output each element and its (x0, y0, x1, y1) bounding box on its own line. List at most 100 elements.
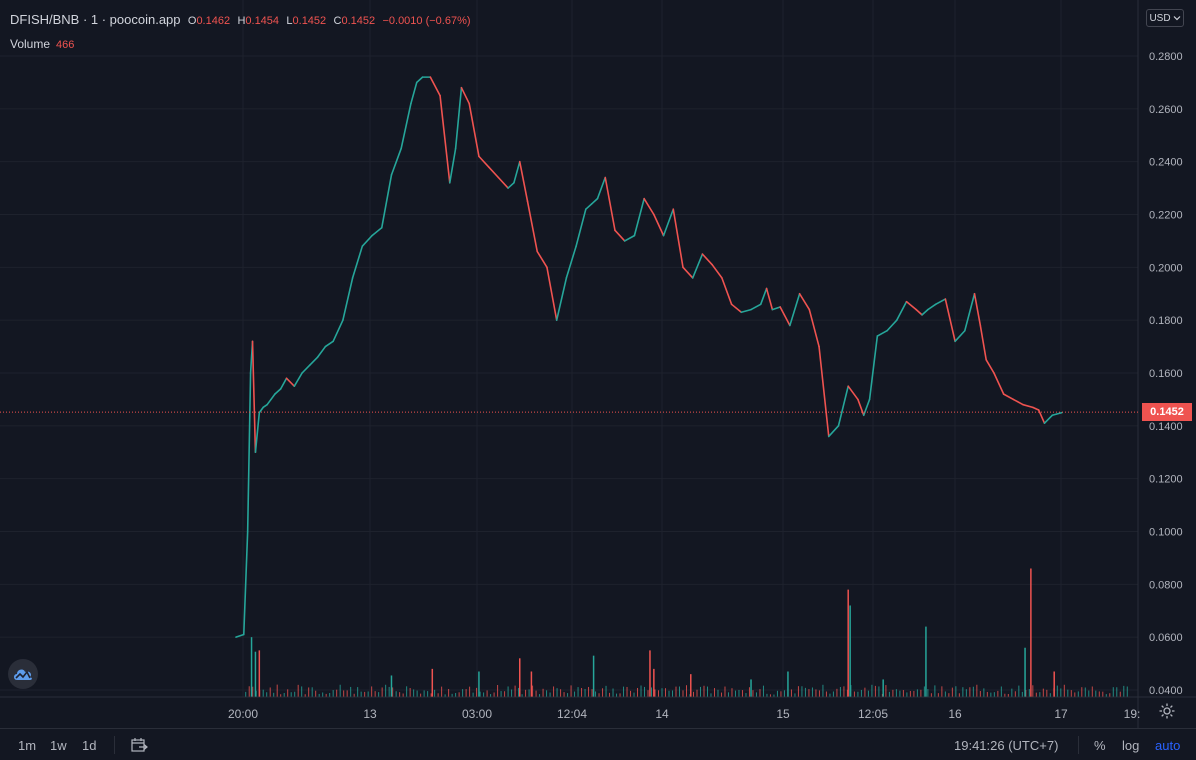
price-segment (351, 245, 364, 279)
price-segment (964, 292, 976, 332)
price-segment (691, 253, 704, 279)
toolbar-divider (114, 736, 115, 754)
x-tick-label: 14 (655, 707, 669, 721)
chart-legend: DFISH/BNB · 1 · poocoin.app O0.1462 H0.1… (10, 12, 471, 27)
price-segment (518, 160, 529, 203)
price-segment (895, 300, 908, 321)
price-segment (332, 319, 344, 343)
price-segment (478, 155, 490, 168)
y-tick-label: 0.2800 (1149, 51, 1183, 63)
price-segment (235, 633, 245, 638)
y-tick-label: 0.2000 (1149, 262, 1183, 274)
price-segment (643, 197, 655, 216)
price-segment (954, 329, 966, 343)
x-tick-label: 12:05 (858, 707, 888, 721)
price-segment (944, 298, 956, 343)
price-segment (979, 324, 987, 361)
log-toggle[interactable]: log (1122, 738, 1140, 753)
clock-label[interactable]: 19:41:26 (UTC+7) (954, 738, 1059, 753)
price-segment (400, 102, 412, 150)
price-segment (575, 208, 587, 247)
price-segment (921, 308, 929, 316)
price-segment (1043, 414, 1054, 424)
low-key: L (286, 15, 293, 27)
price-segment (460, 86, 471, 105)
bottom-toolbar: 1m 1w 1d 19:41:26 (UTC+7) % log auto (0, 728, 1196, 760)
volume-label[interactable]: Volume (10, 37, 51, 51)
price-segment (371, 226, 383, 237)
price-segment (837, 385, 849, 427)
price-segment (513, 160, 521, 184)
price-segment (309, 356, 319, 366)
y-tick-label: 0.1000 (1149, 527, 1183, 539)
price-segment (915, 308, 923, 316)
price-segment (682, 266, 694, 279)
price-segment (526, 200, 539, 253)
compare-calendar-icon[interactable] (130, 737, 148, 756)
volume-legend: Volume 466 (10, 37, 74, 51)
price-segment (701, 253, 713, 266)
price-segment (497, 176, 509, 189)
price-segment (1002, 393, 1015, 401)
x-tick-label: 17 (1054, 707, 1068, 721)
price-segment (730, 303, 743, 314)
price-segment (993, 372, 1005, 395)
price-segment (862, 398, 871, 417)
high-key: H (237, 15, 246, 27)
price-segment (415, 76, 424, 84)
price-segment (1022, 403, 1034, 409)
price-segment (429, 76, 441, 97)
close-key: C (333, 15, 342, 27)
volume-value: 466 (56, 39, 75, 51)
price-segment (759, 287, 768, 306)
price-segment (672, 208, 684, 269)
symbol-label[interactable]: DFISH/BNB · 1 · poocoin.app (10, 12, 181, 27)
open-value: 0.1462 (196, 15, 231, 27)
price-segment (293, 372, 303, 388)
change-value: −0.0010 (−0.67%) (382, 15, 471, 27)
currency-button[interactable]: USD (1146, 9, 1184, 27)
x-tick-label: 16 (948, 707, 962, 721)
range-1d-button[interactable]: 1d (82, 738, 97, 753)
price-segment (246, 372, 252, 533)
chart-grid (0, 0, 1138, 697)
price-segment (876, 329, 888, 337)
price-segment (342, 277, 354, 321)
price-segment (439, 94, 451, 184)
price-segment (847, 385, 859, 401)
percent-toggle[interactable]: % (1094, 738, 1106, 753)
price-segment (448, 147, 457, 184)
price-segment (380, 174, 393, 229)
price-segment (361, 234, 373, 247)
price-segment (886, 319, 898, 332)
price-segment (614, 229, 626, 242)
price-segment (1012, 398, 1024, 406)
cloud-logo-icon[interactable] (8, 659, 38, 689)
y-tick-label: 0.1200 (1149, 474, 1183, 486)
y-tick-label: 0.2600 (1149, 104, 1183, 116)
price-segment (779, 306, 791, 327)
price-segment (590, 197, 599, 205)
price-segment (468, 102, 480, 158)
price-segment (985, 358, 995, 374)
price-segment (750, 303, 762, 311)
x-tick-label: 15 (776, 707, 790, 721)
x-tick-label: 19: (1124, 707, 1141, 721)
price-segment (546, 266, 558, 321)
price-segment (818, 345, 830, 438)
auto-toggle[interactable]: auto (1155, 738, 1181, 753)
x-tick-label: 03:00 (462, 707, 492, 721)
price-segment (390, 147, 402, 176)
price-segment (251, 340, 257, 454)
x-tick-label: 12:04 (557, 707, 587, 721)
price-segment (857, 398, 865, 417)
price-segment (565, 245, 577, 279)
gear-icon[interactable] (1158, 702, 1176, 723)
price-segment (279, 377, 288, 390)
range-1m-button[interactable]: 1m (18, 738, 37, 753)
y-tick-label: 0.1600 (1149, 368, 1183, 380)
price-segment (266, 398, 272, 406)
range-1w-button[interactable]: 1w (50, 738, 67, 753)
current-price-badge: 0.1452 (1142, 403, 1192, 421)
